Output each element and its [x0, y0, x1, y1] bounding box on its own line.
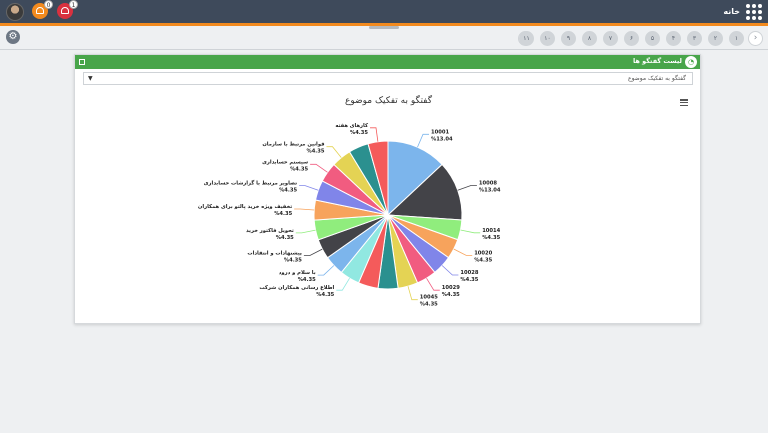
slice-percent: %4.35 [350, 130, 368, 136]
slice-percent: %4.35 [279, 188, 297, 194]
label-connector [426, 277, 440, 291]
notification-bag-icon [36, 7, 44, 14]
pie-slice[interactable] [387, 140, 443, 217]
label-connector [453, 248, 473, 256]
step-button[interactable]: ۵ [645, 31, 660, 46]
label-connector [317, 265, 335, 276]
notification-button[interactable]: 0 [32, 0, 53, 19]
drag-handle[interactable] [369, 26, 399, 29]
label-connector [336, 277, 350, 291]
slice-label: تخفیف ویژه خرید پالتو برای همکاران [198, 204, 292, 210]
label-connector [407, 286, 418, 301]
step-button[interactable]: ۱۰ [540, 31, 555, 46]
step-button[interactable]: ۱ [729, 31, 744, 46]
step-button[interactable]: ۶ [624, 31, 639, 46]
panel-title: لیست گفتگو ها [632, 57, 682, 65]
chevron-down-icon: ▼ [88, 75, 93, 82]
home-link[interactable]: خانه [723, 7, 740, 16]
panel-header: لیست گفتگو ها ◔ [75, 55, 700, 69]
chart-logo-icon: ◔ [685, 56, 697, 68]
menu-icon[interactable] [680, 99, 688, 106]
label-connector [370, 127, 379, 142]
top-accent-line [0, 23, 768, 26]
slice-label: 10001 [431, 129, 449, 135]
gear-icon[interactable]: ⚙ [6, 30, 20, 44]
slice-percent: %4.35 [276, 235, 294, 241]
notification-badge: 0 [44, 0, 53, 9]
slice-percent: %4.35 [284, 258, 302, 264]
step-button[interactable]: ۲ [708, 31, 723, 46]
slice-percent: %4.35 [274, 211, 292, 217]
slice-label: با سلام و درود [279, 270, 316, 276]
slice-percent: %4.35 [442, 292, 460, 298]
slice-label: قوانین مرتبط با سازمان [262, 142, 324, 148]
label-connector [295, 229, 316, 234]
chart-title: گفتگو به تفکیک موضوع [344, 96, 433, 106]
label-connector [303, 248, 323, 256]
step-button[interactable]: ۳ [687, 31, 702, 46]
slice-label: 10014 [482, 228, 500, 234]
slice-label: 10028 [460, 270, 478, 276]
step-button[interactable]: ۷ [603, 31, 618, 46]
step-button[interactable]: ۱۱ [519, 31, 534, 46]
topic-select[interactable]: ▼ گفتگو به تفکیک موضوع [83, 72, 693, 85]
top-bar [0, 0, 768, 25]
label-connector [299, 185, 319, 191]
topic-select-value: گفتگو به تفکیک موضوع [627, 75, 686, 82]
nav-next-button[interactable]: › [748, 31, 763, 46]
label-connector [417, 133, 429, 148]
slice-percent: %13.04 [479, 188, 501, 194]
slice-percent: %4.35 [298, 277, 316, 283]
slice-label: 10029 [442, 285, 460, 291]
step-button[interactable]: ۹ [561, 31, 576, 46]
slice-percent: %4.35 [460, 277, 478, 283]
slice-percent: %4.35 [316, 292, 334, 298]
slice-percent: %4.35 [474, 257, 492, 263]
label-connector [457, 185, 477, 191]
step-navigation: ۱ ۲ ۳ ۴ ۵ ۶ ۷ ۸ ۹ ۱۰ ۱۱ [519, 31, 744, 46]
apps-grid-icon[interactable] [746, 4, 762, 20]
slice-label: سیستم حسابداری [262, 159, 308, 165]
slice-label: پیشنهادات و انتقادات [247, 251, 302, 257]
slice-percent: %13.04 [431, 136, 453, 142]
step-button[interactable]: ۴ [666, 31, 681, 46]
alerts-badge: 1 [69, 0, 78, 9]
slice-percent: %4.35 [307, 149, 325, 155]
alerts-button[interactable]: 1 [57, 0, 78, 19]
pie-slice[interactable] [386, 163, 463, 221]
label-connector [441, 265, 459, 276]
slice-label: 10008 [479, 181, 497, 187]
pie-chart: 10001%13.0410008%13.0410014%4.3510020%4.… [198, 123, 501, 308]
slice-label: 10020 [474, 250, 492, 256]
slice-label: تحویل فاکتور خرید [246, 228, 294, 234]
slice-label: 10045 [420, 295, 438, 301]
slice-percent: %4.35 [482, 235, 500, 241]
slice-label: تصاویر مرتبط با گزارشات حسابداری [204, 180, 297, 187]
label-connector [460, 229, 481, 234]
alert-icon [61, 7, 69, 14]
slice-percent: %4.35 [290, 166, 308, 172]
toolbar-divider [0, 49, 768, 50]
user-avatar[interactable] [6, 3, 24, 21]
label-connector [294, 208, 315, 211]
label-connector [310, 163, 328, 173]
slice-label: اطلاع رسانی همکاران شرکت [259, 285, 334, 291]
step-button[interactable]: ۸ [582, 31, 597, 46]
maximize-icon[interactable] [79, 59, 85, 65]
slice-percent: %4.35 [420, 302, 438, 308]
label-connector [326, 146, 342, 158]
conversations-panel: لیست گفتگو ها ◔ ▼ گفتگو به تفکیک موضوع گ… [74, 54, 701, 324]
slice-label: کارهای هفته [335, 123, 369, 129]
